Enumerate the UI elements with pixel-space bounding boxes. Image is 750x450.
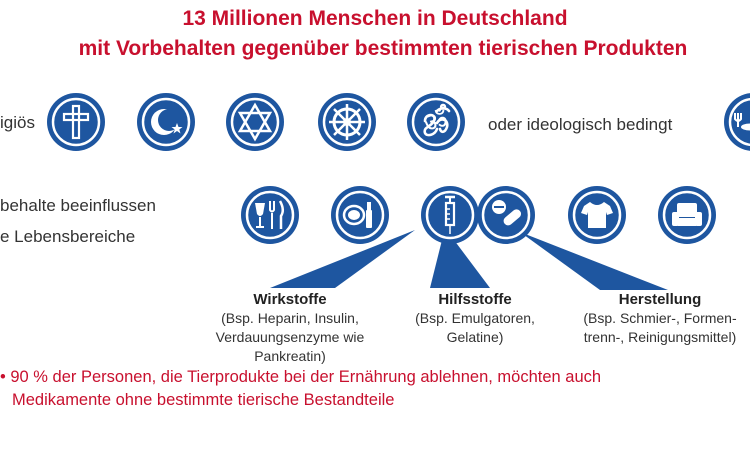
cross-icon	[47, 93, 105, 151]
pills-icon	[477, 186, 535, 244]
connector-wirkstoffe	[270, 230, 415, 288]
group-wirkstoffe: Wirkstoffe (Bsp. Heparin, Insulin, Verda…	[195, 290, 385, 366]
dharma-wheel-icon	[318, 93, 376, 151]
footnote-line-2: Medikamente ohne bestimmte tierische Bes…	[12, 391, 395, 409]
footnote: • 90 % der Personen, die Tierprodukte be…	[0, 366, 601, 412]
armchair-icon	[658, 186, 716, 244]
om-icon: ॐ	[407, 93, 465, 151]
group-herstellung: Herstellung (Bsp. Schmier-, Formen- tren…	[570, 290, 750, 347]
life-areas-label-line-1: behalte beeinflussen	[0, 196, 156, 215]
group-line: (Bsp. Heparin, Insulin,	[221, 310, 359, 326]
shirt-icon	[568, 186, 626, 244]
vegan-dining-icon	[724, 93, 750, 151]
religious-label: igiös	[0, 113, 35, 132]
group-heading: Wirkstoffe	[253, 291, 327, 308]
footnote-line-1: • 90 % der Personen, die Tierprodukte be…	[0, 368, 602, 386]
life-areas-label-line-2: e Lebensbereiche	[0, 227, 136, 246]
group-line: trenn-, Reinigungsmittel)	[583, 329, 737, 345]
dining-icon	[241, 186, 299, 244]
ideological-label: oder ideologisch bedingt	[488, 115, 673, 134]
connector-herstellung	[520, 232, 668, 290]
page-title: 13 Millionen Menschen in Deutschland mit…	[0, 4, 750, 64]
crescent-star-icon	[137, 93, 195, 151]
title-line-2: mit Vorbehalten gegenüber bestimmten tie…	[78, 37, 688, 60]
cosmetics-icon	[331, 186, 389, 244]
group-line: (Bsp. Emulgatoren,	[415, 310, 535, 326]
title-line-1: 13 Millionen Menschen in Deutschland	[182, 7, 568, 30]
group-hilfsstoffe: Hilfsstoffe (Bsp. Emulgatoren, Gelatine)	[390, 290, 560, 347]
syringe-icon	[421, 186, 479, 244]
group-line: Pankreatin)	[254, 348, 326, 364]
star-of-david-icon	[226, 93, 284, 151]
group-line: (Bsp. Schmier-, Formen-	[583, 310, 737, 326]
group-heading: Herstellung	[618, 291, 702, 308]
group-line: Verdauungsenzyme wie	[215, 329, 365, 345]
group-line: Gelatine)	[446, 329, 504, 345]
group-heading: Hilfsstoffe	[438, 291, 512, 308]
